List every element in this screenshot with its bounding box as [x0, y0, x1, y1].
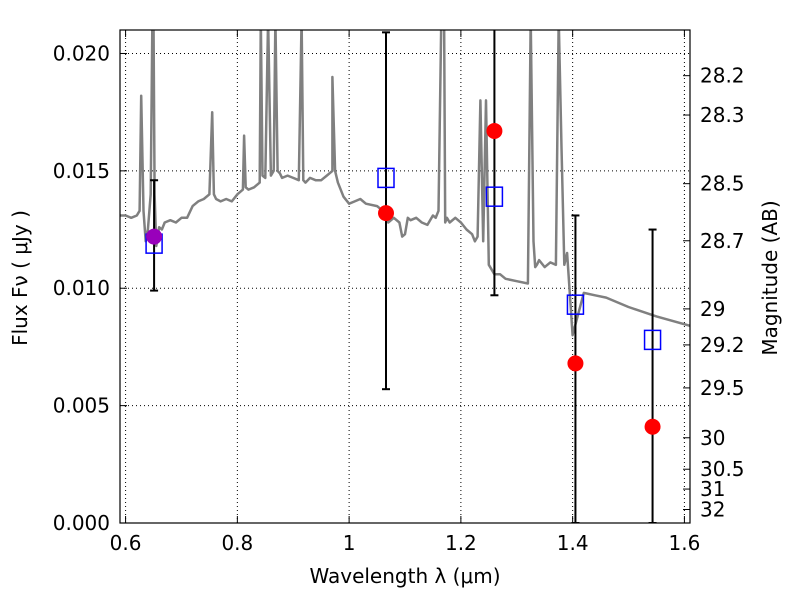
y-tick-label: 0.015	[53, 159, 110, 183]
y2-tick-label: 28.2	[700, 64, 745, 88]
y2-tick-label: 30	[700, 426, 725, 450]
x-tick-label: 1.4	[557, 531, 589, 555]
y2-tick-label: 28.7	[700, 229, 745, 253]
x-axis-label: Wavelength λ (μm)	[309, 564, 500, 588]
y2-tick-label: 29.5	[700, 376, 745, 400]
y-tick-label: 0.010	[53, 276, 110, 300]
observed-flux-point	[486, 122, 503, 139]
observed-flux-point	[378, 205, 394, 222]
y-tick-label: 0.005	[53, 394, 110, 418]
y2-tick-label: 31	[700, 477, 725, 501]
observed-flux-point	[644, 418, 661, 435]
model-flux-marker	[566, 294, 585, 315]
y2-tick-label: 28.5	[700, 172, 745, 196]
y2-tick-label: 29.2	[700, 333, 745, 357]
y2-tick-label: 32	[700, 497, 725, 521]
model-flux-marker	[377, 167, 395, 189]
x-tick-label: 0.6	[110, 531, 142, 555]
sed-model-line	[120, 30, 690, 337]
sed-model-layer	[120, 30, 690, 337]
x-tick-label: 0.8	[221, 531, 253, 555]
axis-ticks: 0.6 0.8 1 1.2 1.4 1.6 0.000 0.005 0.010 0.015 0.02…	[53, 30, 745, 555]
x-tick-label: 1.2	[445, 531, 477, 555]
x-tick-label: 1.6	[669, 531, 701, 555]
y-tick-label: 0.020	[53, 41, 110, 65]
data-points	[145, 122, 662, 435]
y2-tick-label: 30.5	[700, 457, 745, 481]
observed-flux-point	[146, 228, 163, 245]
y2-tick-label: 29	[700, 297, 725, 321]
observed-flux-point	[567, 355, 584, 372]
model-flux-marker	[485, 186, 504, 207]
y2-tick-label: 28.3	[700, 103, 745, 127]
y-tick-label: 0.000	[53, 511, 110, 535]
y2-axis-label: Magnitude (AB)	[758, 200, 782, 355]
x-tick-label: 1	[343, 531, 356, 555]
y-axis-label: Flux Fν ( μJy )	[8, 210, 32, 346]
plot-frame	[119, 29, 691, 524]
model-flux-marker	[643, 329, 662, 351]
axes-frame	[119, 29, 691, 524]
